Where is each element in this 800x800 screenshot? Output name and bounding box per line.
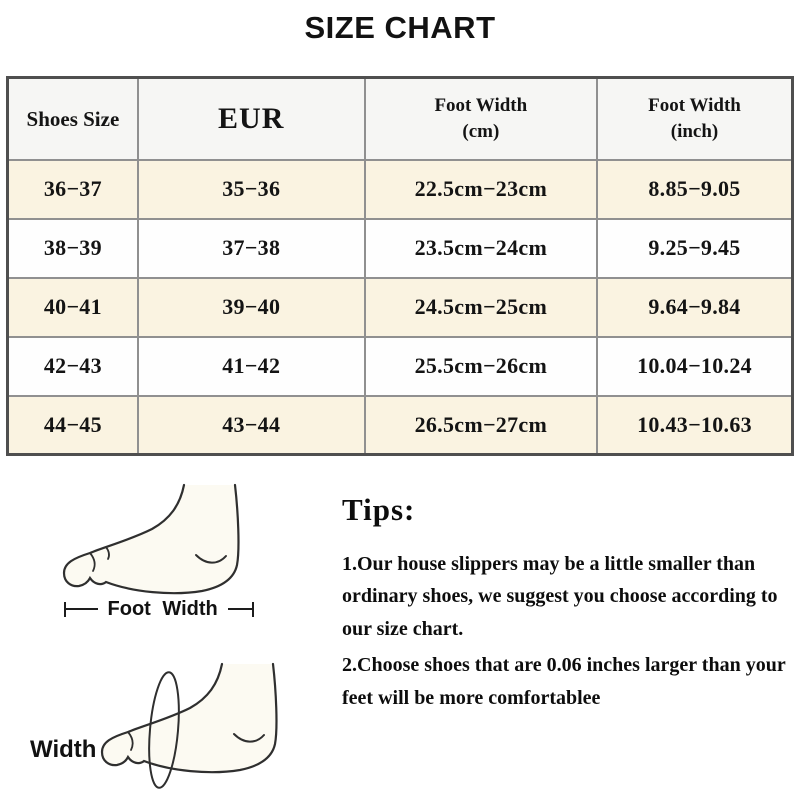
table-row: 36−37 35−36 22.5cm−23cm 8.85−9.05	[6, 158, 794, 220]
size-table: Shoes Size EUR Foot Width (cm) Foot Widt…	[6, 76, 794, 456]
table-cell: 36−37	[6, 158, 139, 220]
table-cell: 42−43	[6, 335, 139, 397]
tip-item-1: 1.Our house slippers may be a little sma…	[342, 553, 778, 640]
table-row: 40−41 39−40 24.5cm−25cm 9.64−9.84	[6, 276, 794, 338]
table-cell: 26.5cm−27cm	[363, 394, 599, 456]
girth-ellipse	[148, 671, 180, 789]
size-table-body: 36−37 35−36 22.5cm−23cm 8.85−9.05 38−39 37−38…	[6, 158, 794, 456]
table-cell: 24.5cm−25cm	[363, 276, 599, 338]
tips-section: Tips: 1.Our house slippers may be a litt…	[342, 492, 794, 714]
table-cell: 44−45	[6, 394, 139, 456]
measure-left-tick	[64, 601, 66, 617]
table-cell: 40−41	[6, 276, 139, 338]
table-cell: 10.04−10.24	[596, 335, 794, 397]
header-eur: EUR	[136, 76, 366, 161]
table-cell: 37−38	[136, 217, 366, 279]
foot-width-measure: Foot Width	[64, 597, 254, 620]
foot-width-label: Foot Width	[107, 597, 218, 620]
tip-item-2: 2.Choose shoes that are 0.06 inches larg…	[342, 654, 786, 709]
page-title: SIZE CHART	[304, 10, 496, 45]
table-cell: 10.43−10.63	[596, 394, 794, 456]
table-cell: 35−36	[136, 158, 366, 220]
table-row: 38−39 37−38 23.5cm−24cm 9.25−9.45	[6, 217, 794, 279]
table-cell: 41−42	[136, 335, 366, 397]
table-cell: 25.5cm−26cm	[363, 335, 599, 397]
table-cell: 23.5cm−24cm	[363, 217, 599, 279]
width-label: Width	[30, 736, 97, 763]
header-shoes-size: Shoes Size	[6, 76, 139, 161]
header-foot-width-inch: Foot Width (inch)	[596, 76, 794, 161]
header-foot-width-cm: Foot Width (cm)	[363, 76, 599, 161]
table-cell: 9.64−9.84	[596, 276, 794, 338]
table-cell: 8.85−9.05	[596, 158, 794, 220]
table-cell: 22.5cm−23cm	[363, 158, 599, 220]
table-header-row: Shoes Size EUR Foot Width (cm) Foot Widt…	[6, 76, 794, 161]
table-row: 42−43 41−42 25.5cm−26cm 10.04−10.24	[6, 335, 794, 397]
table-row: 44−45 43−44 26.5cm−27cm 10.43−10.63	[6, 394, 794, 456]
tips-heading: Tips:	[342, 492, 416, 527]
measure-right-tick	[252, 601, 254, 617]
table-cell: 9.25−9.45	[596, 217, 794, 279]
measure-left-line	[66, 608, 98, 610]
foot-girth-view-icon	[100, 662, 278, 789]
table-cell: 39−40	[136, 276, 366, 338]
table-cell: 38−39	[6, 217, 139, 279]
foot-side-view-icon	[62, 483, 240, 595]
table-cell: 43−44	[136, 394, 366, 456]
measure-right-line	[227, 608, 252, 610]
